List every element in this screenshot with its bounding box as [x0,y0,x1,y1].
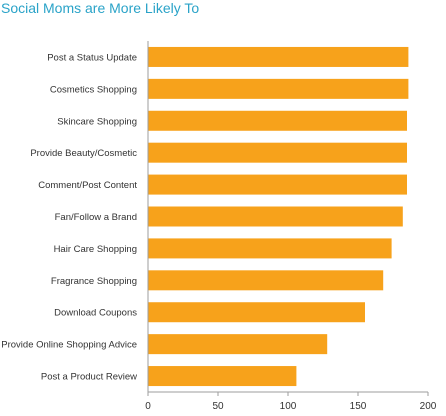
x-tick-label: 100 [280,401,297,412]
category-label: Comment/Post Content [38,180,137,191]
bar-8 [148,302,365,323]
bar-6 [148,238,392,259]
category-label: Hair Care Shopping [54,244,137,255]
x-ticks-group: 0 50 100 150 200 [145,392,437,412]
category-label: Cosmetics Shopping [50,84,137,95]
x-tick-label: 0 [145,401,151,412]
bar-4 [148,174,407,195]
bar-5 [148,206,403,227]
bar-2 [148,110,407,131]
bar-0 [148,46,409,67]
category-label: Provide Online Shopping Advice [1,340,137,351]
x-tick-label: 150 [350,401,367,412]
bar-1 [148,78,409,99]
category-label: Fan/Follow a Brand [55,212,137,223]
category-label: Skincare Shopping [57,116,137,127]
category-label: Post a Status Update [47,52,137,63]
category-labels-group: Post a Status Update Cosmetics Shopping Sk… [1,52,137,382]
bar-9 [148,334,328,355]
chart-title: Social Moms are More Likely To [1,0,200,16]
x-tick-label: 200 [420,401,437,412]
bars-group [148,46,409,387]
bar-3 [148,142,407,163]
x-tick-label: 50 [212,401,224,412]
bar-7 [148,270,384,291]
category-label: Post a Product Review [41,372,137,383]
category-label: Download Coupons [54,308,137,319]
category-label: Provide Beauty/Cosmetic [30,148,137,159]
category-label: Fragrance Shopping [51,276,137,287]
bar-10 [148,366,297,387]
